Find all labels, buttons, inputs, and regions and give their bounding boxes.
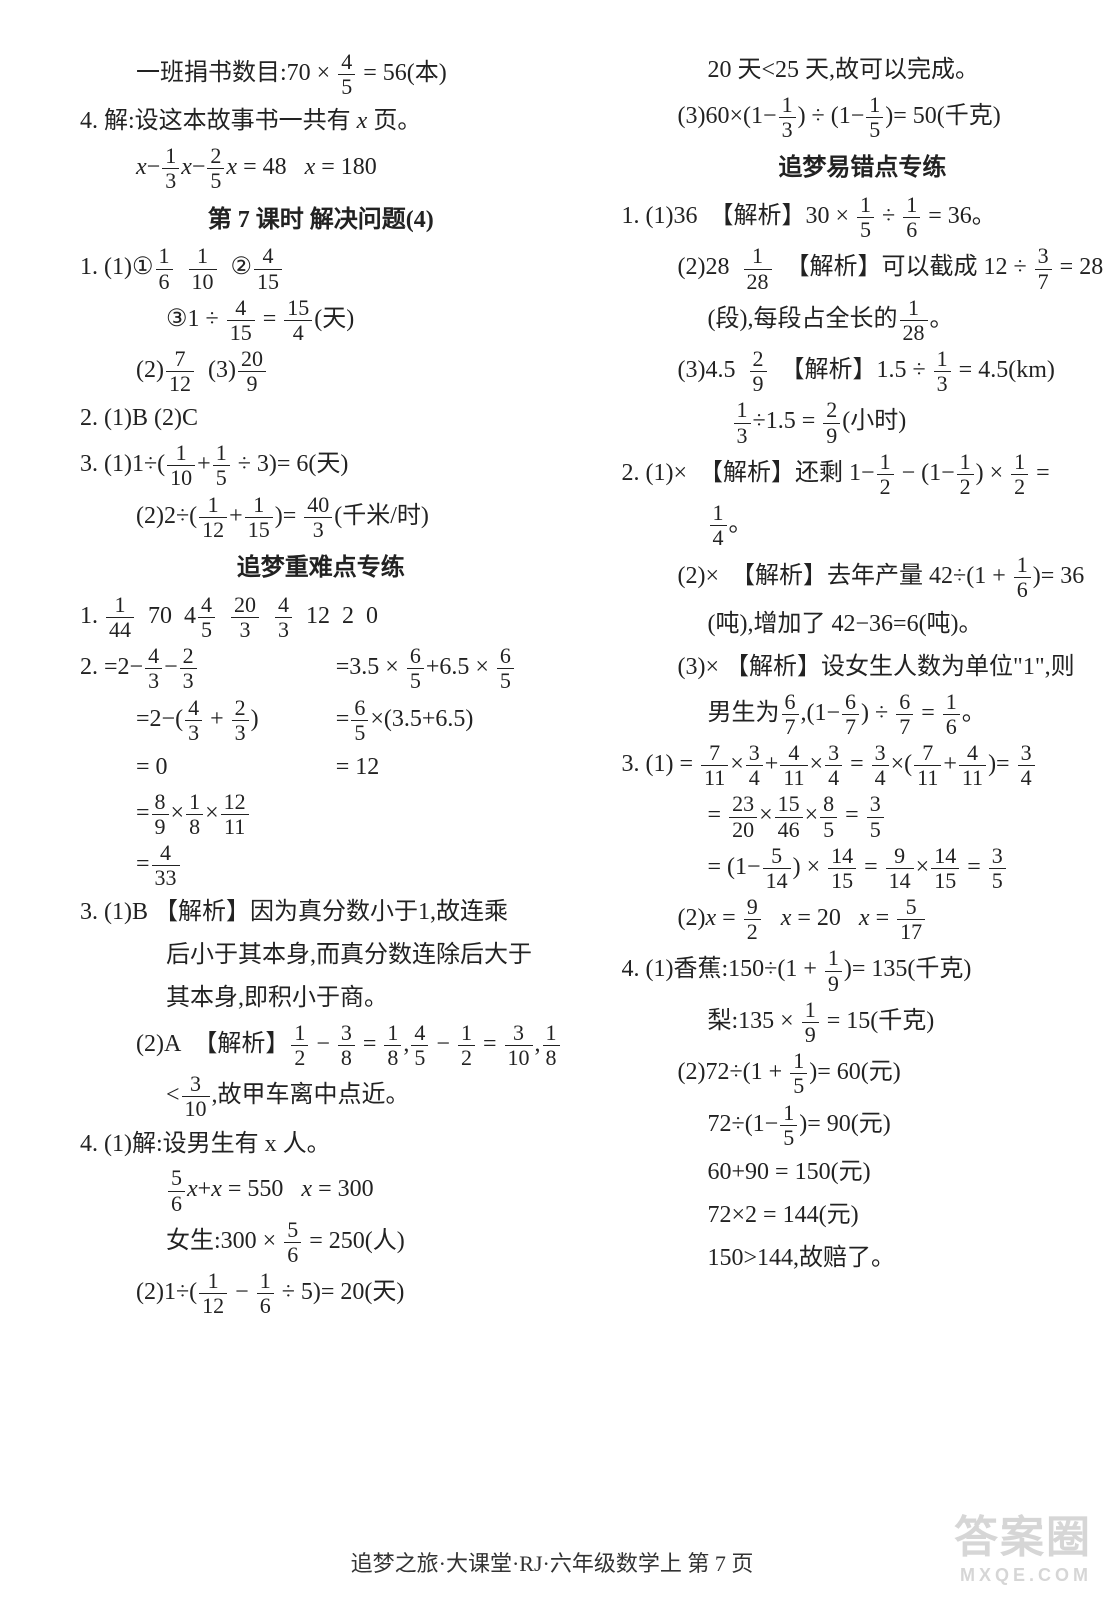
text-line: 1. (1)①16 110 ②415: [80, 244, 562, 293]
text-line: (吨),增加了 42−36=6(吨)。: [622, 604, 1104, 645]
text-line: =2−(43 + 23): [80, 696, 306, 745]
text-line: (2)× 【解析】去年产量 42÷(1 + 16)= 36: [622, 553, 1104, 602]
text-line: 2. (1)× 【解析】还剩 1−12 − (1−12) × 12 =: [622, 450, 1104, 499]
text-line: 2. =2−43−23: [80, 644, 306, 693]
text-line: 13÷1.5 = 29(小时): [622, 398, 1104, 447]
page-footer: 追梦之旅·大课堂·RJ·六年级数学上 第 7 页: [0, 1546, 1104, 1578]
text-line: = 2320×1546×85 = 35: [622, 792, 1104, 841]
text-line: 后小于其本身,而真分数连除后大于: [80, 935, 562, 976]
text-line: (2)A 【解析】12 − 38 = 18,45 − 12 = 310,18: [80, 1021, 562, 1070]
text-line: (2)2÷(112+115)= 403(千米/时): [80, 493, 562, 542]
right-column: 20 天<25 天,故可以完成。 (3)60×(1−13) ÷ (1−15)= …: [622, 50, 1104, 1560]
text-line: 20 天<25 天,故可以完成。: [622, 50, 1104, 91]
text-line: (2)712 (3)209: [80, 347, 562, 396]
left-column: 一班捐书数目:70 × 45 = 56(本) 4. 解:设这本故事书一共有 x …: [80, 50, 562, 1560]
text-line: 3. (1) = 711×34+411×34 = 34×(711+411)= 3…: [622, 741, 1104, 790]
text-line: 4. (1)香蕉:150÷(1 + 19)= 135(千克): [622, 946, 1104, 995]
section-title: 第 7 课时 解决问题(4): [80, 200, 562, 241]
text-line: 2. (1)B (2)C: [80, 398, 562, 439]
section-title: 追梦易错点专练: [622, 148, 1104, 189]
watermark: 答案圈 MXQE.COM: [954, 1501, 1092, 1586]
text-line: x−13x−25x = 48 x = 180: [80, 144, 562, 193]
text-line: <310,故甲车离中点近。: [80, 1072, 562, 1121]
text-line: = 12: [336, 747, 562, 788]
text-line: 60+90 = 150(元): [622, 1152, 1104, 1193]
text-line: 其本身,即积小于商。: [80, 978, 562, 1019]
text-line: 4. (1)解:设男生有 x 人。: [80, 1124, 562, 1165]
text-line: (3)60×(1−13) ÷ (1−15)= 50(千克): [622, 93, 1104, 142]
text-line: (段),每段占全长的128。: [622, 296, 1104, 345]
text-line: 1. 144 70 445 203 43 12 2 0: [80, 593, 562, 642]
text-line: (2)1÷(112 − 16 ÷ 5)= 20(天): [80, 1269, 562, 1318]
text-line: =89×18×1211: [80, 790, 306, 839]
text-line: 4. 解:设这本故事书一共有 x 页。: [80, 101, 562, 142]
text-line: (3)4.5 29 【解析】1.5 ÷ 13 = 4.5(km): [622, 347, 1104, 396]
text-line: = 0: [80, 747, 306, 788]
text-line: 72÷(1−15)= 90(元): [622, 1101, 1104, 1150]
page: 一班捐书数目:70 × 45 = 56(本) 4. 解:设这本故事书一共有 x …: [0, 0, 1104, 1600]
text-line: ③1 ÷ 415 = 154(天): [80, 296, 562, 345]
text-line: 梨:135 × 19 = 15(千克): [622, 998, 1104, 1047]
text-line: (3)× 【解析】设女生人数为单位"1",则: [622, 647, 1104, 688]
section-title: 追梦重难点专练: [80, 548, 562, 589]
text-line: 72×2 = 144(元): [622, 1195, 1104, 1236]
text-line: 3. (1)B 【解析】因为真分数小于1,故连乘: [80, 892, 562, 933]
two-col-work: 2. =2−43−23 =2−(43 + 23) = 0 =89×18×1211…: [80, 644, 562, 892]
text-line: =65×(3.5+6.5): [336, 696, 562, 745]
text-line: 男生为67,(1−67) ÷ 67 = 16。: [622, 690, 1104, 739]
text-line: =3.5 × 65+6.5 × 65: [336, 644, 562, 693]
text-line: 56x+x = 550 x = 300: [80, 1166, 562, 1215]
text-line: (2)72÷(1 + 15)= 60(元): [622, 1049, 1104, 1098]
text-line: 3. (1)1÷(110+15 ÷ 3)= 6(天): [80, 441, 562, 490]
text-line: 女生:300 × 56 = 250(人): [80, 1218, 562, 1267]
watermark-sub: MXQE.COM: [954, 1565, 1092, 1586]
text-line: (2)x = 92 x = 20 x = 517: [622, 895, 1104, 944]
text-line: 14。: [622, 501, 1104, 550]
text-line: 一班捐书数目:70 × 45 = 56(本): [80, 50, 562, 99]
text-line: =433: [80, 841, 306, 890]
text-line: 1. (1)36 【解析】30 × 15 ÷ 16 = 36。: [622, 193, 1104, 242]
text-line: (2)28 128 【解析】可以截成 12 ÷ 37 = 28: [622, 244, 1104, 293]
text-line: = (1−514) × 1415 = 914×1415 = 35: [622, 844, 1104, 893]
watermark-main: 答案圈: [954, 1513, 1092, 1562]
text-line: 150>144,故赔了。: [622, 1238, 1104, 1279]
